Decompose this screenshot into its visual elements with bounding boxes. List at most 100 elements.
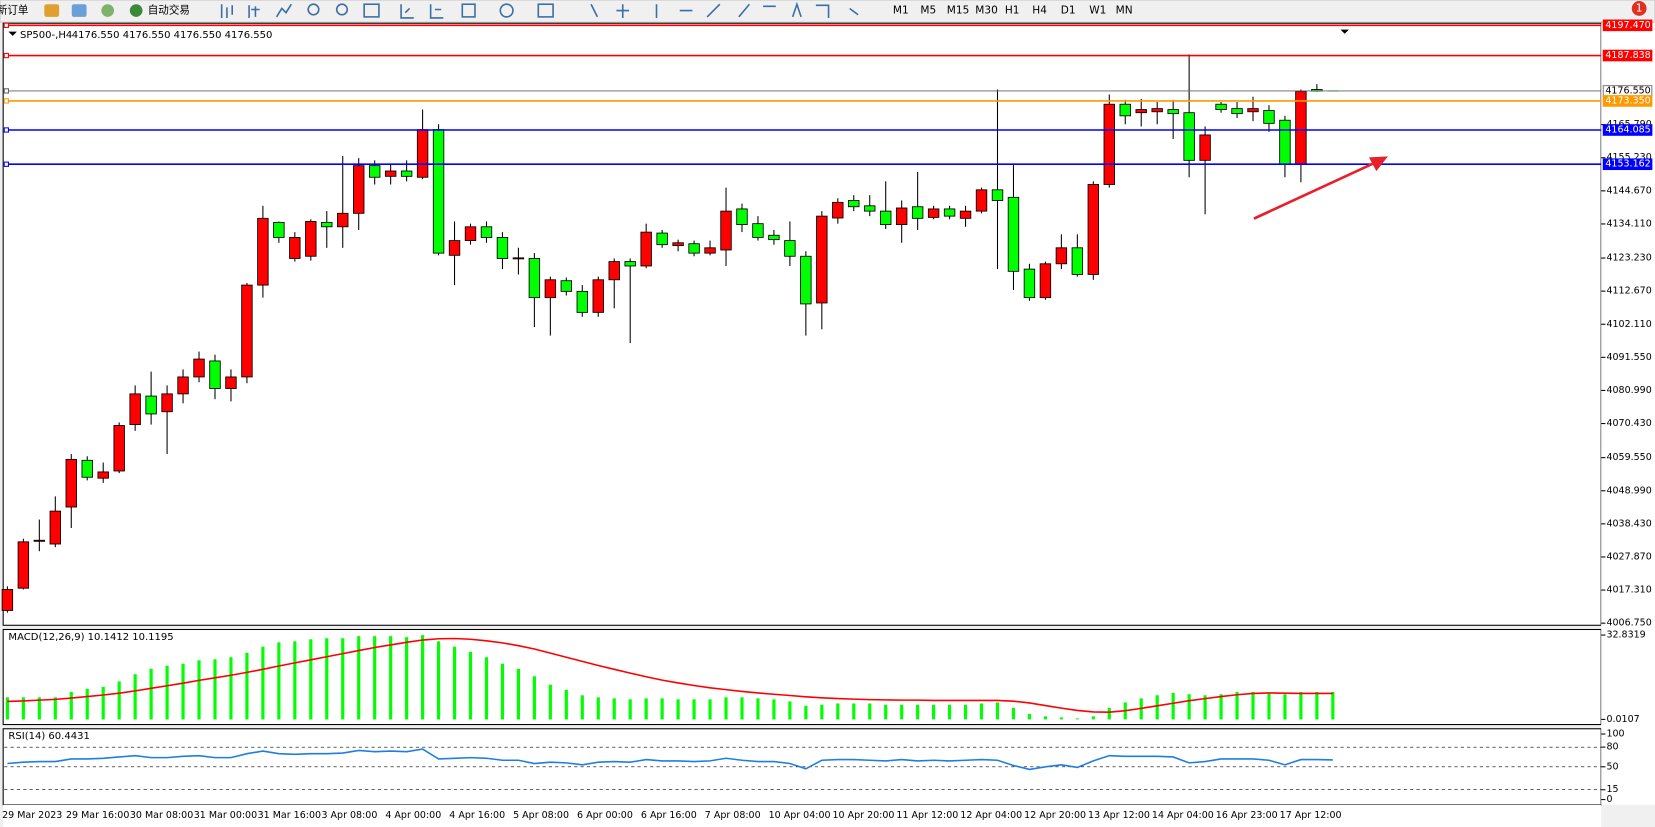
level-label-box xyxy=(1602,49,1653,62)
macd-bar xyxy=(1027,714,1032,720)
macd-bar xyxy=(101,686,105,720)
auto-trading-button[interactable]: 自动交易 xyxy=(148,4,190,17)
timeframe-button[interactable]: M1 xyxy=(893,5,909,17)
x-tick-label: 29 Mar 16:00 xyxy=(66,810,129,821)
candle-body xyxy=(33,539,46,542)
candle-body xyxy=(1055,247,1068,265)
icon[interactable] xyxy=(537,3,554,18)
macd-bar xyxy=(979,703,984,720)
x-tick-label: 31 Mar 00:00 xyxy=(194,810,257,821)
candle-body xyxy=(1,589,14,611)
icon[interactable] xyxy=(220,4,233,18)
macd-bar xyxy=(708,699,712,720)
macd-bar xyxy=(197,660,201,720)
icon[interactable] xyxy=(307,3,320,16)
level-label-box xyxy=(1602,19,1653,32)
candle-body xyxy=(337,212,349,228)
signal-line xyxy=(7,637,1333,714)
candle-body xyxy=(991,189,1004,201)
macd-bar xyxy=(213,659,217,720)
icon[interactable] xyxy=(101,4,114,17)
level-label: 4164.085 xyxy=(1605,124,1650,135)
time-axis xyxy=(3,804,1602,827)
x-tick-label: 12 Apr 20:00 xyxy=(1024,810,1086,821)
icon[interactable] xyxy=(363,3,380,18)
chart-title: SP500-,H4 xyxy=(20,30,72,41)
candle-body xyxy=(400,170,413,177)
macd-bar xyxy=(277,642,281,720)
candle-body xyxy=(1119,103,1131,117)
icon[interactable] xyxy=(335,3,349,16)
macd-bar xyxy=(293,641,297,720)
macd-bar xyxy=(1075,718,1079,720)
candle-body xyxy=(560,280,573,292)
candle-body xyxy=(81,459,93,478)
macd-bar xyxy=(756,698,760,720)
macd-title: MACD(12,26,9) 10.1412 10.1195 xyxy=(8,632,173,643)
macd-bar xyxy=(245,652,249,720)
icon[interactable] xyxy=(461,3,476,18)
y-tick-label: 32.8319 xyxy=(1606,630,1645,641)
icon[interactable] xyxy=(499,3,514,18)
macd-bar xyxy=(1043,716,1047,720)
y-tick-label: 4091.550 xyxy=(1606,352,1651,363)
candle-body xyxy=(496,237,509,259)
timeframe-button[interactable]: W1 xyxy=(1089,5,1106,17)
timeframe-button[interactable]: M15 xyxy=(947,5,970,17)
icon[interactable] xyxy=(429,4,444,19)
auto-trading-icon[interactable] xyxy=(129,4,143,17)
x-tick-label: 16 Apr 23:00 xyxy=(1216,810,1278,821)
candle-body xyxy=(1023,268,1036,299)
candle-body xyxy=(416,129,429,178)
macd-bar xyxy=(1299,691,1303,720)
macd-bar xyxy=(69,691,73,720)
x-tick-label: 3 Apr 08:00 xyxy=(322,810,378,821)
icon[interactable] xyxy=(248,5,260,18)
timeframe-button[interactable]: M5 xyxy=(920,5,936,17)
macd-bar xyxy=(1187,694,1191,720)
macd-bar xyxy=(772,699,776,720)
candle-body xyxy=(640,231,652,267)
macd-bar xyxy=(405,637,409,720)
plot-layer: 4006.750 4017.310 4027.870 4038.430 4048.990… xyxy=(1,19,1653,821)
new-order-button[interactable]: 新订单 xyxy=(0,4,28,17)
icon[interactable] xyxy=(71,4,87,17)
icon[interactable] xyxy=(400,4,414,19)
candle-body xyxy=(193,358,205,378)
level-label-box xyxy=(1602,158,1653,171)
candle-body xyxy=(1199,134,1211,161)
alert-badge[interactable] xyxy=(1631,1,1647,16)
y-tick-label: 4048.990 xyxy=(1606,485,1651,496)
level-label: 4173.350 xyxy=(1605,95,1650,106)
icon[interactable] xyxy=(275,3,292,18)
candle-body xyxy=(321,221,333,228)
candle-body xyxy=(1007,196,1020,272)
macd-bar xyxy=(932,704,936,720)
timeframe-button[interactable]: M30 xyxy=(975,5,998,17)
candle-body xyxy=(608,261,620,281)
candle-body xyxy=(225,376,237,389)
candle-body xyxy=(672,242,684,247)
timeframe-button[interactable]: H4 xyxy=(1032,5,1047,17)
icon[interactable] xyxy=(44,4,60,17)
macd-bar xyxy=(165,665,169,720)
timeframe-button[interactable]: H1 xyxy=(1005,5,1020,17)
level-handle xyxy=(3,127,9,133)
macd-bar xyxy=(261,646,265,720)
icon[interactable] xyxy=(590,1,859,18)
candle-body xyxy=(720,210,732,251)
macd-bar xyxy=(612,698,616,720)
candle-body xyxy=(257,217,269,286)
macd-bar xyxy=(724,697,728,720)
macd-bar xyxy=(421,635,425,720)
symbol-marker xyxy=(8,31,17,36)
candle-body xyxy=(1071,247,1084,275)
candle-body xyxy=(353,165,365,214)
x-tick-label: 4 Apr 00:00 xyxy=(385,810,441,821)
timeframe-button[interactable]: D1 xyxy=(1061,5,1076,17)
candle-body xyxy=(784,240,796,257)
y-tick-label: 4144.670 xyxy=(1606,185,1651,196)
candle-body xyxy=(592,279,604,313)
timeframe-button[interactable]: MN xyxy=(1116,5,1133,17)
macd-bar xyxy=(676,699,680,720)
